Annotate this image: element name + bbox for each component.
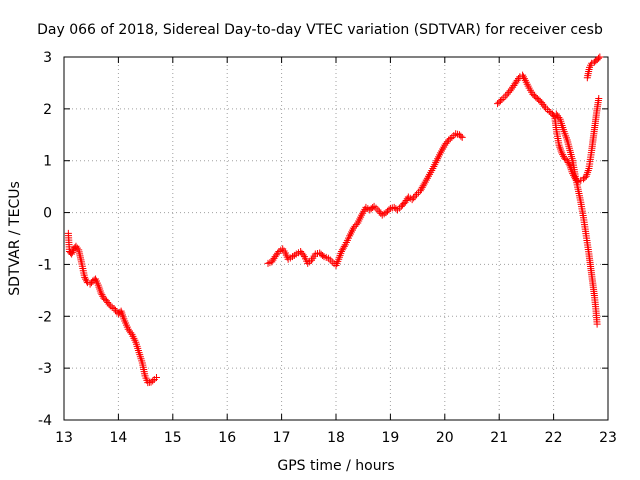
data-point	[419, 182, 427, 190]
data-point	[457, 132, 465, 140]
data-point	[299, 251, 307, 259]
data-point	[558, 149, 566, 157]
data-point	[82, 277, 90, 285]
data-point	[369, 204, 377, 212]
data-point	[97, 289, 105, 297]
data-point	[372, 204, 380, 212]
data-point	[503, 90, 511, 98]
data-point	[98, 291, 106, 299]
data-point	[110, 305, 118, 313]
data-point	[595, 94, 603, 102]
data-point	[500, 94, 508, 102]
x-tick-label: 13	[55, 430, 73, 446]
data-point	[519, 73, 527, 81]
data-point	[375, 208, 383, 216]
data-point	[82, 275, 90, 283]
data-point	[410, 194, 418, 202]
y-tick-label: -1	[38, 257, 52, 273]
data-point	[68, 248, 76, 256]
data-point	[408, 196, 416, 204]
data-point	[328, 258, 336, 266]
data-point	[274, 249, 282, 257]
data-point	[443, 138, 451, 146]
data-point	[392, 205, 400, 213]
x-tick-label: 15	[164, 430, 182, 446]
data-point	[264, 259, 272, 267]
data-point	[374, 206, 382, 214]
data-point	[149, 377, 157, 385]
data-point	[543, 106, 551, 114]
data-point	[349, 224, 357, 232]
x-tick-label: 21	[490, 430, 508, 446]
data-point	[105, 300, 113, 308]
x-tick-label: 18	[327, 430, 345, 446]
data-point	[72, 242, 80, 250]
data-point	[593, 320, 601, 328]
data-point	[513, 76, 521, 84]
data-point	[111, 306, 119, 314]
axis-ticks	[63, 56, 609, 421]
x-tick-label: 22	[545, 430, 563, 446]
data-point	[446, 135, 454, 143]
data-point	[515, 75, 523, 83]
x-tick-label: 17	[273, 430, 291, 446]
data-point	[152, 373, 160, 381]
data-point	[594, 54, 602, 62]
y-tick-label: 0	[43, 206, 52, 222]
x-tick-label: 14	[109, 430, 127, 446]
data-point	[348, 228, 356, 236]
data-point	[502, 92, 510, 100]
x-tick-label: 23	[599, 430, 617, 446]
data-point	[520, 75, 528, 83]
data-point	[108, 303, 116, 311]
data-point	[352, 221, 360, 229]
data-point	[559, 151, 567, 159]
data-point	[565, 160, 573, 168]
y-tick-label: -4	[38, 413, 52, 429]
data-point	[69, 247, 77, 255]
x-tick-label: 19	[381, 430, 399, 446]
data-point	[351, 222, 359, 230]
data-point	[555, 114, 563, 121]
x-tick-label: 20	[436, 430, 454, 446]
chart-title: Day 066 of 2018, Sidereal Day-to-day VTE…	[37, 22, 603, 38]
x-axis-label: GPS time / hours	[277, 458, 394, 474]
y-tick-label: 3	[43, 50, 52, 66]
data-point	[450, 132, 458, 140]
data-point	[458, 133, 466, 141]
data-point	[418, 183, 426, 191]
data-point	[596, 53, 604, 61]
data-point	[454, 130, 462, 138]
data-point	[512, 78, 520, 86]
y-tick-labels: -4 -3 -2 -1 0 1 2 3	[38, 50, 52, 429]
data-point	[319, 251, 327, 259]
data-point	[127, 329, 135, 337]
data-point	[68, 250, 76, 258]
data-point	[540, 102, 548, 110]
x-tick-labels: 13 14 15 16 17 18 19 20 21 22 23	[55, 430, 617, 446]
y-tick-label: 1	[43, 154, 52, 170]
data-points	[64, 53, 604, 387]
data-point	[81, 273, 89, 281]
data-point	[496, 97, 504, 105]
y-tick-label: -2	[38, 309, 52, 325]
y-axis-label: SDTVAR / TECUs	[7, 181, 23, 296]
data-point	[519, 71, 527, 79]
data-point	[130, 334, 138, 342]
data-point	[73, 244, 81, 252]
data-point	[395, 204, 403, 212]
data-point	[340, 242, 348, 250]
x-tick-label: 16	[218, 430, 236, 446]
y-tick-label: 2	[43, 102, 52, 118]
data-point	[411, 192, 419, 200]
y-tick-label: -3	[38, 361, 52, 377]
data-point	[356, 215, 364, 223]
